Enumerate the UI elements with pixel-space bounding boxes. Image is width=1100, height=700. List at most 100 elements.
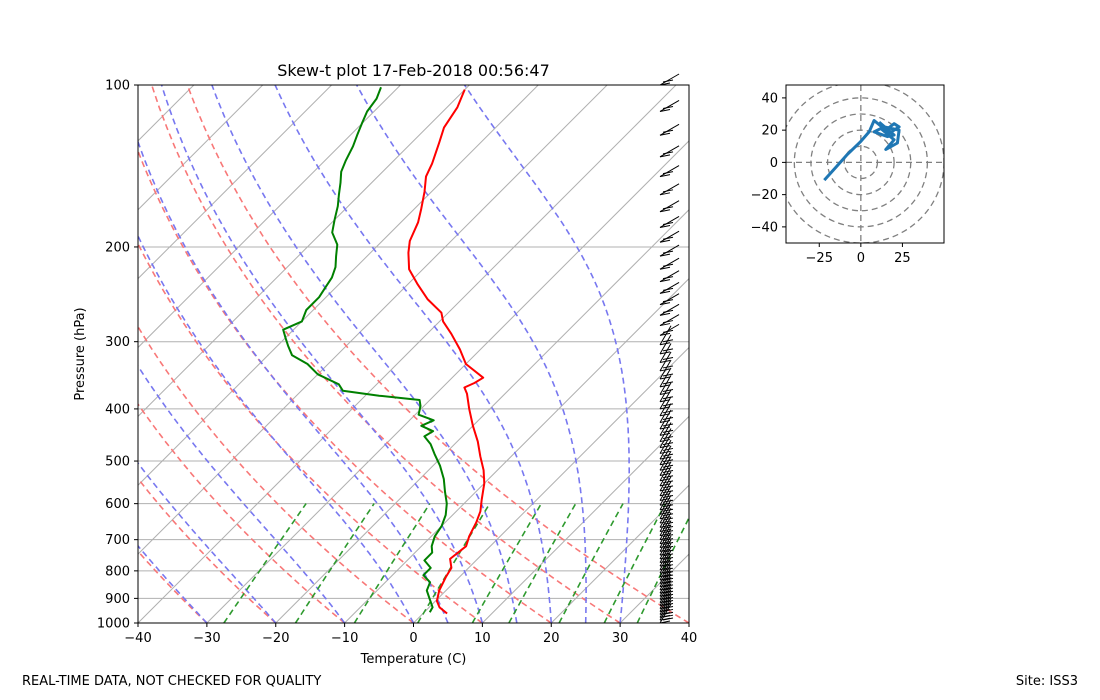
wind-barb-flag [662,79,674,83]
wind-barb [659,303,680,316]
isotherm-gridline [550,484,689,623]
wind-barb-shaft [659,456,672,476]
moist-adiabat [138,544,208,623]
moist-adiabat [355,85,587,623]
wind-barb-flag [662,436,674,440]
dry-adiabat [138,477,277,623]
dry-adiabat [138,148,552,623]
wind-barb [659,546,674,567]
wind-barb-flag [662,381,674,385]
wind-barb-shaft [659,334,672,355]
x-tick-label: 20 [543,631,560,646]
skewt-plot-area [138,85,689,623]
wind-barb-flag [659,462,671,466]
wind-barb [659,145,680,158]
isotherm-gridline [344,277,689,623]
wind-barb-flag [659,609,671,612]
wind-barb-shaft [659,382,672,403]
chart-title: Skew-t plot 17-Feb-2018 00:56:47 [277,61,550,80]
wind-barb-shaft [659,73,680,86]
wind-barb-flag [662,513,674,517]
wind-barb-flag [659,279,671,283]
wind-barb-shaft [659,450,672,471]
wind-barb-flag [659,560,671,564]
y-tick-label: 400 [105,402,130,417]
wind-barb-flag [659,132,671,136]
wind-barb-flag [659,600,671,603]
wind-barb [659,165,680,178]
wind-barb-flag [659,603,671,607]
moist-adiabat [138,234,415,623]
wind-barb-flag [662,189,674,193]
wind-barb-flag [662,490,674,494]
wind-barb-flag [662,480,674,484]
wind-barb-flag [662,600,674,604]
wind-barb [659,323,680,336]
x-tick-label: −30 [193,631,220,646]
isotherm-gridline [138,85,539,486]
wind-barb-flag [662,423,674,427]
wind-barb-flag [659,342,671,346]
wind-barb-flag [659,391,671,395]
wind-barb-flag [662,606,674,609]
wind-barb-shaft [659,546,672,567]
wind-barb-shaft [659,293,680,306]
wind-barb-flag [662,348,674,352]
wind-barb [659,73,680,86]
isotherm-gridline [138,85,608,555]
wind-barb-flag [662,309,674,313]
wind-barb-flag [659,445,671,449]
wind-barb-flag [659,567,671,571]
moist-adiabat [274,85,553,623]
isotherm-gridline [206,140,689,623]
wind-barb-flag [659,533,671,537]
wind-barb-flag [662,557,674,561]
wind-barb-flag [662,221,674,225]
moist-adiabat [160,85,484,623]
wind-barb [659,244,680,257]
wind-barb-flag [659,450,671,454]
isotherm-gridline [138,85,401,349]
wind-barbs [659,73,680,624]
wind-barb-flag [659,529,671,533]
wind-barb-shaft [659,367,672,388]
wind-barb-flag [659,498,671,501]
hodograph-clipped-content [786,85,944,243]
wind-barb-flag [662,388,674,392]
wind-barb-shaft [659,257,680,270]
moist-adiabat [463,85,630,623]
dry-adiabat [138,325,414,623]
wind-barb-flag [659,483,671,487]
wind-barb-flag [659,493,671,497]
y-axis-label: Pressure (hPa) [73,307,88,400]
wind-barb-flag [659,478,671,482]
hodograph-x-tick-label: 25 [894,251,911,266]
hodograph-y-tick-label: −40 [751,220,778,235]
wind-barb-flag [659,606,671,610]
wind-barb-flag [659,574,671,578]
wind-barb-flag [662,549,674,553]
wind-barb-flag [662,603,674,607]
y-tick-label: 600 [105,497,130,512]
wind-barb-flag [662,495,674,498]
wind-barb-flag [659,556,671,560]
wind-barb-flag [662,459,674,463]
wind-barb [659,456,674,477]
wind-barb-flag [659,593,671,597]
wind-barb [659,293,680,306]
dry-adiabat [138,550,208,623]
wind-barb-flag [662,470,674,474]
wind-barb-flag [662,151,674,155]
wind-barb-flag [662,373,674,377]
y-tick-label: 200 [105,240,130,255]
wind-barb-shaft [659,230,680,243]
wind-barb-flag [659,174,671,178]
wind-barb-flag [662,250,674,254]
moist-adiabat [138,139,449,623]
wind-barb-flag [659,614,671,618]
wind-barb [659,367,674,388]
hodograph-y-tick-label: 20 [761,124,778,139]
wind-barb-flag [659,541,671,545]
wind-barb-shaft [659,323,680,336]
